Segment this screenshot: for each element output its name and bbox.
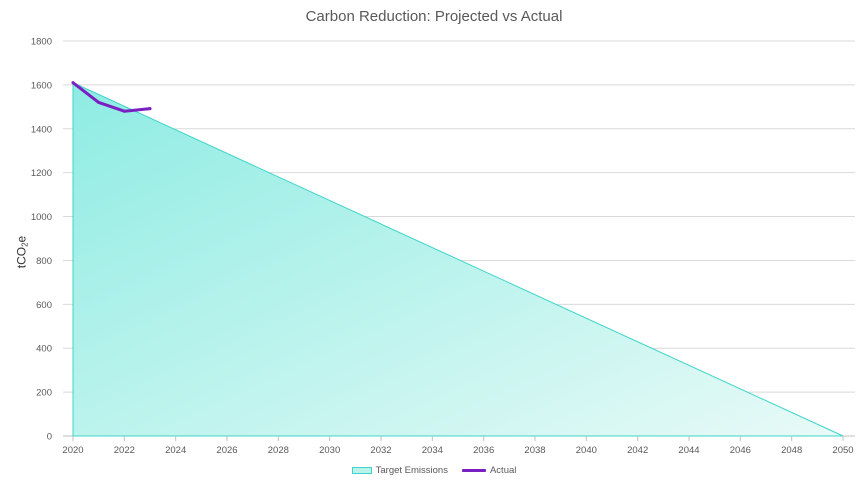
x-tick-label: 2036	[473, 445, 494, 456]
x-tick-label: 2024	[165, 445, 186, 456]
legend-label-actual: Actual	[489, 465, 517, 476]
x-tick-label: 2026	[216, 445, 237, 456]
y-tick-label: 200	[36, 388, 52, 399]
series-layer	[71, 81, 844, 437]
legend-item-target[interactable]: Target Emissions	[351, 465, 448, 476]
x-tick-label: 2022	[114, 445, 135, 456]
area-target-emissions	[72, 81, 844, 437]
x-tick-label: 2032	[370, 445, 391, 456]
x-tick-label: 2034	[422, 445, 443, 456]
legend-label-target: Target Emissions	[375, 465, 448, 476]
actual-point	[148, 107, 152, 111]
chart-title: Carbon Reduction: Projected vs Actual	[305, 8, 563, 25]
x-axis-ticks: 2020 2022 2024 2026 2028 2030 2032 2034 2036 2038…	[62, 436, 854, 456]
x-tick-label: 2030	[319, 445, 340, 456]
actual-point	[71, 81, 75, 85]
line-actual	[71, 81, 152, 113]
legend: Target Emissions Actual	[0, 465, 868, 476]
legend-item-actual[interactable]: Actual	[461, 465, 517, 476]
x-tick-label: 2040	[576, 445, 597, 456]
legend-swatch-target	[351, 467, 372, 474]
x-tick-label: 2048	[781, 445, 802, 456]
x-tick-label: 2046	[730, 445, 751, 456]
y-tick-label: 1200	[31, 168, 52, 179]
y-tick-label: 800	[36, 256, 52, 267]
y-tick-label: 600	[36, 300, 52, 311]
x-tick-label: 2044	[678, 445, 699, 456]
actual-point	[97, 100, 101, 104]
y-tick-label: 1000	[31, 212, 52, 223]
y-tick-label: 400	[36, 344, 52, 355]
y-tick-label: 1400	[31, 124, 52, 135]
x-tick-label: 2038	[524, 445, 545, 456]
actual-point	[122, 109, 126, 113]
x-tick-label: 2050	[832, 445, 853, 456]
y-axis-ticks: 0 200 400 600 800 1000 1200 1400 1600 1800	[31, 37, 52, 443]
legend-swatch-actual	[461, 469, 486, 472]
x-tick-label: 2028	[268, 445, 289, 456]
y-tick-label: 1800	[31, 37, 52, 48]
x-tick-label: 2020	[62, 445, 83, 456]
x-tick-label: 2042	[627, 445, 648, 456]
y-tick-label: 1600	[31, 80, 52, 91]
y-tick-label: 0	[47, 432, 52, 443]
